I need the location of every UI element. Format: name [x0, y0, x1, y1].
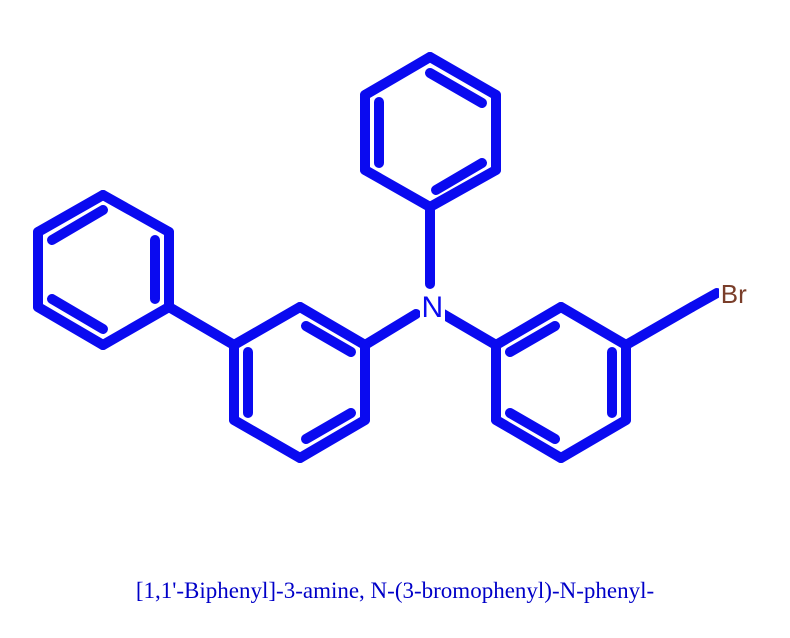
compound-name: [1,1'-Biphenyl]-3-amine, N-(3-bromopheny…: [0, 578, 790, 604]
structure-svg: [0, 0, 790, 638]
nitrogen-label: N: [420, 291, 446, 325]
molecule-diagram: N Br [1,1'-Biphenyl]-3-amine, N-(3-bromo…: [0, 0, 790, 638]
bromine-label: Br: [719, 279, 749, 310]
